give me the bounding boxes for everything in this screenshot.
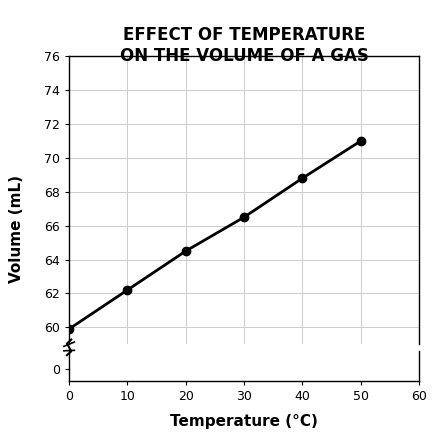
Text: EFFECT OF TEMPERATURE
ON THE VOLUME OF A GAS: EFFECT OF TEMPERATURE ON THE VOLUME OF A… [120, 26, 368, 65]
Text: Temperature (°C): Temperature (°C) [170, 414, 318, 429]
Text: Volume (mL): Volume (mL) [9, 175, 24, 284]
